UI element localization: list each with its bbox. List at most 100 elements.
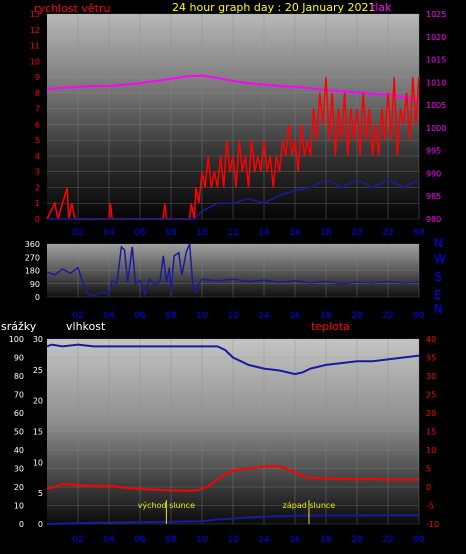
time-tick-label: 22	[382, 535, 393, 545]
time-tick-label: 18	[320, 311, 332, 321]
time-tick-label: 18	[320, 535, 332, 545]
humidity-tick-label: 30	[33, 335, 43, 344]
series-line-wind_avg	[47, 178, 420, 220]
series-line-srážky	[46, 514, 419, 525]
time-tick-label: 20	[351, 228, 363, 238]
wind-tick-label: 5	[35, 136, 40, 145]
temperature-tick-label: 30	[426, 372, 436, 381]
pressure-tick-label: 1020	[426, 33, 446, 42]
time-tick-label: 02	[72, 228, 83, 238]
compass-n-top: N	[434, 236, 443, 250]
pressure-tick-label: 1005	[426, 101, 446, 110]
time-tick-label: 16	[289, 535, 301, 545]
temperature-tick-label: 5	[426, 465, 431, 474]
temperature-tick-label: -10	[426, 520, 439, 529]
humidity-tick-label: 0	[38, 520, 43, 529]
wind-tick-label: 1	[35, 199, 40, 208]
wind-tick-label: 4	[35, 152, 40, 161]
time-tick-label: 08	[165, 311, 177, 321]
series-line-direction	[46, 243, 420, 297]
time-tick-label: 22	[382, 311, 393, 321]
humidity-tick-label: 5	[38, 489, 43, 498]
temperature-tick-label: 0	[426, 483, 431, 492]
chart-marks	[46, 74, 420, 525]
rain-tick-label: 90	[14, 354, 24, 363]
time-tick-label: 18	[320, 228, 332, 238]
pressure-axis-title: tlak	[371, 1, 392, 14]
humidity-tick-label: 25	[33, 366, 43, 375]
direction-tick-label: 360	[25, 240, 40, 249]
humidity-axis-title: vlhkost	[66, 320, 106, 333]
wind-tick-label: 8	[35, 89, 40, 98]
temperature-tick-label: 20	[426, 409, 436, 418]
pressure-tick-label: 1015	[426, 56, 446, 65]
rain-tick-label: 70	[14, 391, 24, 400]
time-tick-label: 20	[351, 311, 363, 321]
direction-tick-label: 180	[25, 267, 40, 276]
time-tick-label: 06	[134, 311, 146, 321]
time-tick-label: 06	[134, 535, 146, 545]
pressure-tick-label: 995	[426, 147, 441, 156]
sunrise-label: východ slunce	[138, 501, 195, 510]
pressure-tick-label: 980	[426, 215, 441, 224]
temperature-axis-title: teplota	[311, 320, 350, 333]
series-line-teplota	[46, 465, 419, 492]
time-tick-label: 08	[165, 228, 177, 238]
time-tick-label: 00	[413, 311, 425, 321]
rain-tick-label: 30	[14, 465, 24, 474]
time-tick-label: 10	[196, 311, 208, 321]
direction-tick-label: 270	[25, 253, 40, 262]
time-tick-label: 12	[227, 311, 238, 321]
compass-s: S	[434, 270, 442, 284]
chart-title: 24 hour graph day : 20 January 2021	[172, 1, 376, 14]
time-tick-label: 02	[72, 535, 83, 545]
time-tick-label: 16	[289, 311, 301, 321]
time-tick-label: 14	[258, 535, 270, 545]
pressure-tick-label: 1000	[426, 124, 446, 133]
time-tick-label: 16	[289, 228, 301, 238]
rain-tick-label: 50	[14, 428, 24, 437]
wind-tick-label: 7	[35, 105, 40, 114]
series-line-tlak	[46, 74, 420, 102]
time-tick-label: 04	[103, 228, 115, 238]
wind-tick-label: 2	[35, 183, 40, 192]
time-tick-label: 10	[196, 535, 208, 545]
time-tick-label: 04	[103, 311, 115, 321]
time-tick-label: 02	[72, 311, 83, 321]
wind-tick-label: 11	[30, 42, 40, 51]
time-tick-label: 12	[227, 535, 238, 545]
pressure-tick-label: 1010	[426, 78, 446, 87]
wind-tick-label: 9	[35, 73, 40, 82]
temperature-tick-label: 40	[426, 335, 436, 344]
time-tick-label: 06	[134, 228, 146, 238]
rain-axis-title: srážky	[1, 320, 37, 333]
wind-tick-label: 6	[35, 120, 40, 129]
grid-lines	[47, 13, 420, 525]
time-tick-label: 12	[227, 228, 238, 238]
humidity-tick-label: 15	[33, 428, 43, 437]
time-tick-label: 10	[196, 228, 208, 238]
sunset-label: západ slunce	[283, 501, 336, 510]
time-tick-label: 22	[382, 228, 393, 238]
series-line-wind_gust	[46, 77, 420, 220]
time-tick-label: 14	[258, 311, 270, 321]
pressure-tick-label: 990	[426, 169, 441, 178]
direction-tick-label: 0	[35, 293, 40, 302]
rain-tick-label: 80	[14, 372, 24, 381]
wind-axis-title: rychlost větru	[34, 2, 110, 15]
time-tick-label: 00	[413, 228, 425, 238]
rain-tick-label: 40	[14, 446, 24, 455]
temperature-tick-label: 10	[426, 446, 436, 455]
rain-tick-label: 60	[14, 409, 24, 418]
wind-tick-label: 0	[35, 215, 40, 224]
time-tick-label: 04	[103, 535, 115, 545]
compass-e: E	[434, 288, 442, 302]
time-tick-label: 00	[413, 535, 425, 545]
rain-tick-label: 10	[14, 502, 24, 511]
pressure-tick-label: 1025	[426, 10, 446, 19]
humidity-tick-label: 20	[33, 397, 43, 406]
wind-tick-label: 3	[35, 168, 40, 177]
